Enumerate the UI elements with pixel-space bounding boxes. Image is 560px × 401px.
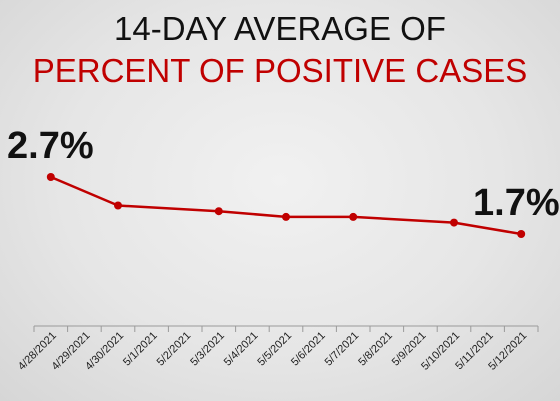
data-point <box>450 218 458 227</box>
chart-title-line-2: PERCENT OF POSITIVE CASES <box>32 52 528 89</box>
x-tick-label: 5/5/2021 <box>255 330 294 369</box>
data-point <box>114 201 122 210</box>
x-tick-label: 5/1/2021 <box>121 330 160 369</box>
data-label-end: 1.7% <box>473 182 560 224</box>
x-tick-label: 5/6/2021 <box>289 330 328 369</box>
data-point <box>349 212 358 221</box>
data-point <box>517 230 526 238</box>
x-tick-label: 5/8/2021 <box>356 330 395 369</box>
x-axis-ticks <box>33 326 539 332</box>
data-point <box>46 173 55 181</box>
x-tick-label: 5/4/2021 <box>222 330 261 369</box>
data-label-start: 2.7% <box>7 125 94 167</box>
x-axis-tick-labels: 4/28/20214/29/20214/30/20215/1/20215/2/2… <box>16 330 529 373</box>
chart-title-line-1: 14-DAY AVERAGE OF <box>114 10 446 47</box>
x-tick-label: 5/2/2021 <box>155 330 194 369</box>
series-points <box>46 173 526 238</box>
data-point <box>282 212 290 221</box>
x-tick-label: 5/3/2021 <box>188 330 227 369</box>
data-point <box>214 207 223 216</box>
x-tick-label: 5/7/2021 <box>323 330 362 369</box>
